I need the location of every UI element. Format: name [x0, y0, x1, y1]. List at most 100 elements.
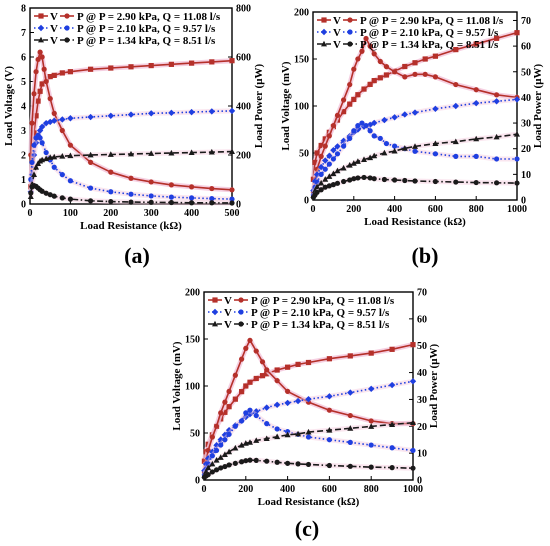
x-tick-label: 600 [322, 484, 337, 495]
legend-label-p: P @ P = 2.90 kPa, Q = 11.08 l/s [360, 15, 504, 27]
y-tick-label: 0 [304, 196, 309, 207]
data-point-red-p [347, 412, 353, 419]
data-point-black-p [367, 175, 373, 181]
data-point-blue-v [513, 96, 521, 103]
data-point-blue-p [29, 159, 35, 165]
data-point-red-p [392, 69, 398, 75]
y-tick-label: 0 [21, 200, 26, 211]
data-point-blue-v [347, 389, 354, 396]
y-tick-label: 7 [21, 28, 26, 39]
data-point-red-p [351, 66, 357, 72]
data-point-black-v [412, 143, 418, 149]
data-point-black-p [392, 177, 398, 183]
data-point-red-p [31, 91, 37, 97]
data-point-red-p [35, 56, 41, 63]
data-point-black-p [222, 463, 228, 470]
data-point-blue-p [334, 151, 341, 157]
data-point-blue-p [347, 135, 353, 142]
data-point-blue-p [226, 431, 232, 437]
data-point-blue-v [107, 112, 114, 119]
legend-marker-v [321, 40, 327, 47]
data-point-red-p [494, 92, 500, 98]
data-point-blue-p [209, 453, 215, 459]
legend-marker-p [347, 41, 353, 47]
y2-tick-label: 0 [521, 196, 526, 207]
y2-tick-label: 10 [521, 170, 531, 181]
y2-tick-label: 400 [236, 102, 251, 113]
data-point-black-p [514, 180, 520, 186]
data-point-red-p [355, 56, 361, 62]
data-point-blue-p [305, 434, 312, 440]
data-point-black-v [354, 158, 361, 164]
data-point-red-p [314, 166, 320, 172]
data-point-red-p [285, 388, 291, 394]
legend-marker-v [37, 24, 45, 32]
data-point-blue-p [359, 120, 365, 126]
data-point-black-v [410, 419, 416, 426]
data-point-blue-v [273, 401, 281, 408]
y2-tick-label: 40 [521, 93, 531, 104]
data-point-red-v [347, 353, 353, 359]
data-point-red-p [47, 96, 53, 102]
data-point-black-p [59, 195, 65, 201]
data-point-blue-p [326, 437, 332, 443]
data-point-black-p [412, 178, 418, 184]
data-point-red-p [402, 74, 408, 80]
data-point-blue-p [368, 442, 374, 448]
y2-tick-label: 50 [521, 67, 531, 78]
legend-marker-v [212, 320, 218, 327]
y2-tick-label: 200 [236, 151, 251, 162]
y2-tick-label: 600 [236, 53, 251, 64]
data-point-black-p [229, 200, 235, 206]
x-tick-label: 400 [184, 208, 199, 219]
legend-label-p: P @ P = 1.34 kPa, Q = 8.51 l/s [251, 319, 390, 331]
data-point-black-p [43, 190, 49, 196]
legend-label-v: V [50, 23, 58, 35]
data-point-red-v [35, 98, 41, 104]
data-point-black-v [314, 183, 321, 190]
y-tick-label: 8 [21, 4, 26, 15]
legend-label-p: P @ P = 2.10 kPa, Q = 9.57 l/s [77, 23, 216, 35]
data-point-blue-v [148, 110, 155, 117]
data-point-blue-v [330, 146, 337, 154]
data-point-black-v [371, 152, 378, 159]
data-point-blue-p [341, 143, 347, 149]
data-point-blue-v [493, 98, 500, 105]
data-point-black-p [389, 465, 395, 471]
data-point-red-p [29, 120, 35, 126]
data-point-red-v [168, 61, 174, 67]
data-point-red-v [410, 342, 416, 348]
data-point-blue-p [213, 447, 220, 454]
y-tick-label: 50 [190, 429, 200, 440]
legend-label-v: V [50, 35, 58, 47]
data-point-red-v [108, 65, 114, 71]
y2-tick-label: 0 [417, 476, 422, 487]
legend-label-v: V [333, 15, 341, 27]
data-point-blue-v [87, 113, 94, 121]
data-point-black-p [253, 457, 259, 463]
data-point-red-v [422, 56, 428, 62]
data-point-black-v [514, 131, 520, 137]
data-point-blue-v [340, 137, 347, 144]
data-point-blue-v [51, 117, 58, 124]
data-point-black-v [246, 439, 253, 445]
data-point-blue-v [36, 127, 44, 134]
data-point-black-p [410, 465, 416, 471]
data-point-blue-p [274, 426, 280, 432]
data-point-red-v [377, 75, 383, 81]
data-point-blue-v [381, 116, 388, 124]
data-point-black-v [47, 154, 54, 160]
x-tick-label: 500 [225, 208, 240, 219]
y-tick-label: 4 [21, 102, 26, 113]
chart-panel-c: 0 200 400 600 800 100005010015020001020304050… [171, 288, 440, 509]
data-point-blue-p [209, 196, 215, 202]
legend-marker-v [211, 308, 219, 316]
data-point-blue-v [368, 385, 375, 393]
data-point-red-p [347, 81, 353, 88]
data-point-red-v [383, 72, 390, 78]
x-tick-label: 200 [103, 208, 118, 219]
data-point-black-v [238, 442, 245, 448]
data-point-blue-p [128, 191, 134, 197]
data-point-red-p [259, 359, 266, 365]
